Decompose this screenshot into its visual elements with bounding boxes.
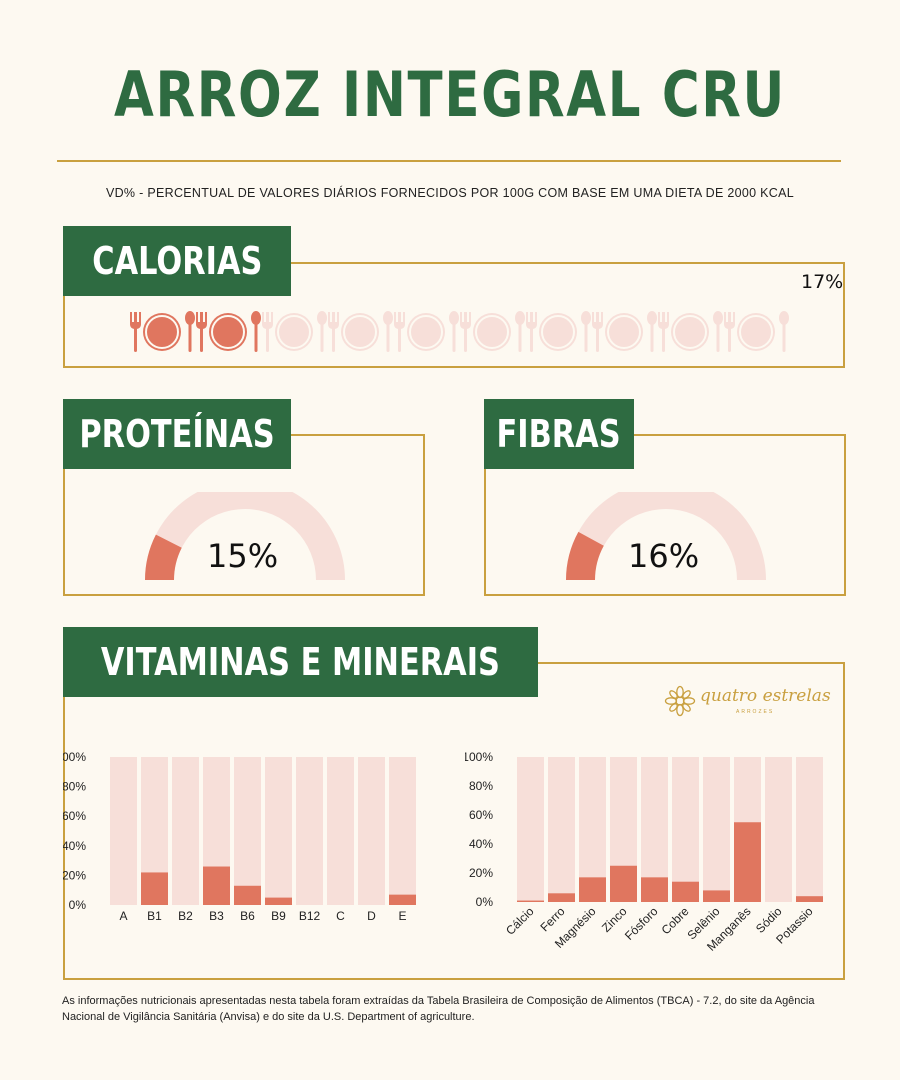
y-tick-label: 20% xyxy=(469,866,493,880)
plate-cutlery-icon xyxy=(328,311,393,352)
x-tick-label: B2 xyxy=(178,909,193,923)
bar-track xyxy=(389,757,416,905)
page-title: ARROZ INTEGRAL CRU xyxy=(114,58,786,131)
fibers-gauge xyxy=(566,492,766,580)
bar xyxy=(641,877,668,902)
bar xyxy=(579,877,606,902)
plate-cutlery-icon xyxy=(526,311,591,352)
bar-track xyxy=(327,757,354,905)
y-tick-label: 40% xyxy=(63,839,86,853)
plate-cutlery-icon xyxy=(262,311,327,352)
x-tick-label: E xyxy=(398,909,406,923)
bar-track xyxy=(703,757,730,902)
bar-track xyxy=(234,757,261,905)
calories-percent: 17% xyxy=(801,271,844,293)
bar xyxy=(203,866,230,905)
x-tick-label: B12 xyxy=(299,909,321,923)
proteins-label: PROTEÍNAS xyxy=(63,399,291,469)
bar-track xyxy=(358,757,385,905)
proteins-percent: 15% xyxy=(207,537,279,575)
bar-track xyxy=(172,757,199,905)
proteins-gauge xyxy=(145,492,345,580)
bar-track xyxy=(265,757,292,905)
plate-cutlery-icon xyxy=(394,311,459,352)
bar-track xyxy=(765,757,792,902)
calories-panel xyxy=(63,262,845,368)
bar xyxy=(548,893,575,902)
y-tick-label: 100% xyxy=(465,750,493,764)
bar-track xyxy=(296,757,323,905)
bar xyxy=(265,897,292,905)
plate-cutlery-icon xyxy=(460,311,525,352)
bar xyxy=(234,885,261,905)
bar xyxy=(517,900,544,902)
plate-cutlery-icon xyxy=(658,311,723,352)
x-tick-label: B1 xyxy=(147,909,162,923)
x-tick-label: D xyxy=(367,909,376,923)
gauge-track xyxy=(566,492,766,580)
x-tick-label: B9 xyxy=(271,909,286,923)
vitamins-bar-chart: 0% 20% 40% 60% 80% 100% A B1 B2 B3 B6 B9 B12 C D E xyxy=(63,750,416,923)
y-tick-label: 80% xyxy=(63,780,86,794)
gauge-track xyxy=(145,492,345,580)
bar xyxy=(796,896,823,902)
bar-track xyxy=(517,757,544,902)
page-subtitle: VD% - PERCENTUAL DE VALORES DIÁRIOS FORN… xyxy=(105,186,795,200)
y-tick-label: 40% xyxy=(469,837,493,851)
brand-logo-subtext: ARROZES xyxy=(736,709,775,715)
y-tick-label: 60% xyxy=(469,808,493,822)
flower-ornament-icon xyxy=(664,685,696,717)
bar xyxy=(703,890,730,902)
x-tick-label: B3 xyxy=(209,909,224,923)
brand-logo-text: quatro estrelas xyxy=(700,686,831,706)
x-tick-label: Cálcio xyxy=(503,904,537,938)
plate-cutlery-icon xyxy=(196,311,261,352)
y-tick-label: 60% xyxy=(63,809,86,823)
bar xyxy=(610,865,637,902)
vitamins-label: VITAMINAS E MINERAIS xyxy=(63,627,538,697)
calories-icon-row xyxy=(130,311,789,352)
fibers-percent: 16% xyxy=(628,537,700,575)
y-tick-label: 0% xyxy=(476,895,494,909)
x-tick-label: Fósforo xyxy=(622,904,661,943)
x-tick-label: C xyxy=(336,909,345,923)
brand-logo: quatro estrelas ARROZES xyxy=(664,683,831,723)
x-tick-label: B6 xyxy=(240,909,255,923)
bar xyxy=(672,881,699,902)
x-tick-label: A xyxy=(119,909,127,923)
plate-cutlery-icon xyxy=(592,311,657,352)
bar xyxy=(141,872,168,905)
gauge-fill xyxy=(145,534,182,580)
fibers-label: FIBRAS xyxy=(484,399,634,469)
y-tick-label: 80% xyxy=(469,779,493,793)
bar xyxy=(389,894,416,905)
gauge-fill xyxy=(566,531,604,580)
bar xyxy=(734,822,761,902)
calories-label: CALORIAS xyxy=(63,226,291,296)
y-tick-label: 0% xyxy=(69,898,87,912)
plate-cutlery-icon xyxy=(130,311,195,352)
y-tick-label: 20% xyxy=(63,868,86,882)
bar-track xyxy=(672,757,699,902)
title-divider xyxy=(57,160,841,162)
y-tick-label: 100% xyxy=(63,750,86,764)
source-footnote: As informações nutricionais apresentadas… xyxy=(62,995,815,1023)
bar-track xyxy=(110,757,137,905)
fibers-panel xyxy=(484,434,846,596)
plate-cutlery-icon xyxy=(724,311,789,352)
bar-track xyxy=(548,757,575,902)
bar-track xyxy=(796,757,823,902)
